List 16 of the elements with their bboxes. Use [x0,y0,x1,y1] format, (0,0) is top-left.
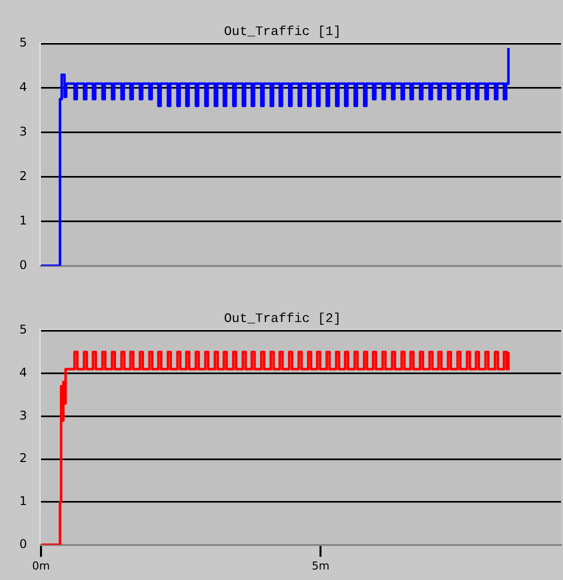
y-tick-label: 2 [19,169,27,184]
y-tick-label: 1 [19,213,27,228]
chart-title: Out_Traffic [1] [224,24,342,40]
y-tick-label: 0 [19,536,27,551]
y-tick-label: 2 [19,451,27,466]
y-tick-label: 4 [19,366,27,380]
chart-title: Out_Traffic [2] [224,311,342,326]
y-tick-label: 0 [19,258,27,272]
y-tick-label: 5 [19,36,27,50]
x-tick-label: 0m [32,559,50,572]
y-tick-label: 3 [19,124,27,139]
y-tick-label: 4 [19,80,27,94]
y-tick-label: 1 [19,494,27,508]
y-tick-label: 5 [19,322,27,337]
x-tick-label: 5m [312,559,330,572]
y-tick-label: 3 [19,408,27,422]
